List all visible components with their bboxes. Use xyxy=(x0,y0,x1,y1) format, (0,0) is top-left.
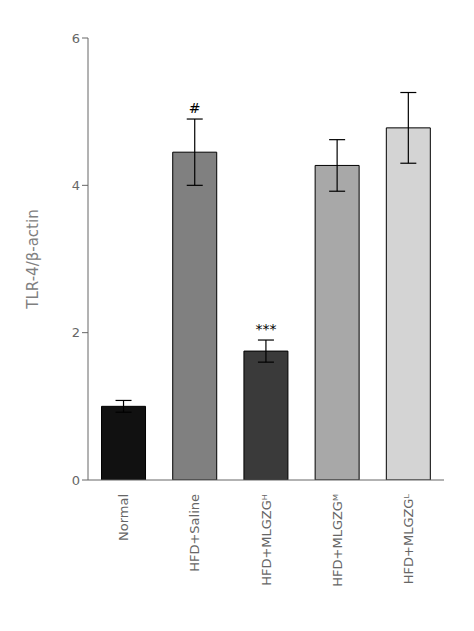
svg-text:HFD+MLGZGᴴ: HFD+MLGZGᴴ xyxy=(259,494,274,586)
svg-text:Normal: Normal xyxy=(116,494,131,541)
svg-text:HFD+MLGZGᴹ: HFD+MLGZGᴹ xyxy=(330,494,345,587)
svg-text:TLR-4/β-actin: TLR-4/β-actin xyxy=(24,209,42,309)
svg-text:HFD+Saline: HFD+Saline xyxy=(187,494,202,572)
svg-text:0: 0 xyxy=(72,473,80,488)
svg-text:#: # xyxy=(189,100,201,116)
svg-text:4: 4 xyxy=(72,178,80,193)
svg-text:6: 6 xyxy=(72,31,80,46)
svg-text:HFD+MLGZGᴸ: HFD+MLGZGᴸ xyxy=(401,494,416,585)
svg-text:***: *** xyxy=(255,321,276,337)
svg-text:2: 2 xyxy=(72,325,80,340)
